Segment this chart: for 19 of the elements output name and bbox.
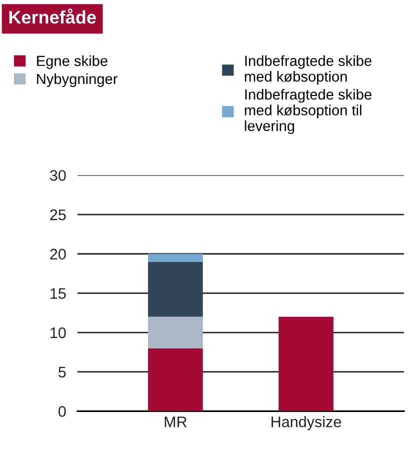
- x-tick-label: MR: [164, 416, 187, 428]
- y-tick-label: 5: [58, 366, 66, 378]
- y-tick-label: 0: [58, 406, 66, 417]
- bar: [148, 316, 203, 348]
- legend-label: Nybygninger: [37, 73, 118, 88]
- y-tick-label: 20: [50, 248, 66, 260]
- y-tick-label: 15: [50, 288, 66, 299]
- x-tick-label: Handysize: [272, 416, 341, 430]
- y-tick-label: 30: [50, 170, 66, 181]
- bar: [148, 348, 203, 412]
- legend-label: Indbefragtede skibe med købsoption til levering: [244, 88, 372, 134]
- legend-label: Indbefragtede skibe med købsoption: [244, 55, 372, 85]
- bar: [278, 316, 334, 412]
- y-tick-label: 25: [50, 209, 66, 220]
- chart-title: Kernefåde: [9, 8, 96, 24]
- bar: [148, 254, 203, 262]
- legend-label: Egne skibe: [37, 55, 108, 69]
- y-tick-label: 10: [50, 327, 66, 338]
- bar: [148, 262, 203, 317]
